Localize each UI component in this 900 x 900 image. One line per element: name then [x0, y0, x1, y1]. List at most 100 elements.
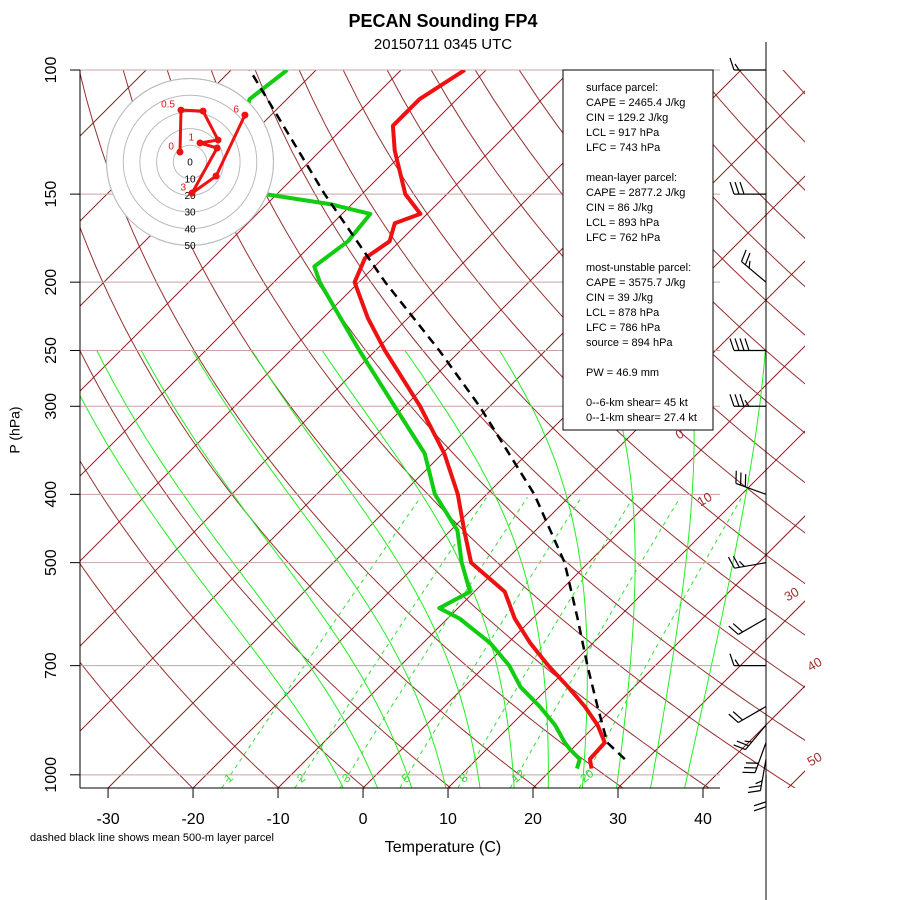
- barb-shaft: [737, 705, 767, 724]
- height-label: 1: [188, 133, 194, 144]
- height-label: 0: [168, 142, 174, 153]
- parcel-line: [248, 70, 626, 761]
- ring-label: 30: [184, 208, 196, 219]
- profile-line: [352, 70, 607, 769]
- moist-adiabat: [251, 350, 481, 788]
- barb-flag: [734, 181, 740, 195]
- ring-label: 10: [184, 174, 196, 185]
- hodograph-point: [212, 172, 220, 180]
- wind-barb: [729, 181, 766, 195]
- barb-flag: [744, 252, 751, 266]
- barb-flag: [753, 801, 767, 807]
- hodograph-point: [177, 106, 185, 114]
- moist-adiabat: [650, 350, 695, 788]
- hodograph: 0 10 20 30 40 50 0 0.5 1 3 6: [106, 78, 274, 252]
- dry-adiabat: [166, 70, 796, 788]
- y-tick-label: 300: [43, 393, 60, 420]
- x-tick-label: 10: [439, 811, 457, 828]
- dry-adiabat: [518, 70, 805, 385]
- moist-adiabat: [684, 350, 766, 788]
- wind-barb: [747, 759, 767, 794]
- info-line: LCL = 917 hPa: [586, 127, 660, 139]
- y-axis-label: P (hPa): [7, 406, 23, 453]
- dry-adiabat: [80, 225, 538, 788]
- mixing-ratio-line: [509, 497, 681, 788]
- adiabat-label: 50: [804, 749, 824, 769]
- mixing-ratio-line: [221, 497, 421, 788]
- info-line: PW = 46.9 mm: [586, 367, 659, 379]
- x-tick-label: 0: [359, 811, 368, 828]
- ring-label: 40: [184, 224, 196, 235]
- info-line: source = 894 hPa: [586, 337, 673, 349]
- info-line: CAPE = 2877.2 J/kg: [586, 187, 685, 199]
- hodograph-point: [176, 148, 184, 156]
- wind-barb: [740, 249, 767, 283]
- isotherm: [617, 600, 805, 788]
- ring-label: 20: [184, 191, 196, 202]
- mixing-ratio-label: 20: [577, 766, 596, 786]
- mixing-ratio-label: 1: [222, 770, 236, 785]
- dry-adiabat: [798, 38, 900, 804]
- info-line: LCL = 893 hPa: [586, 217, 660, 229]
- hodograph-point: [188, 189, 196, 197]
- wind-barbs: [727, 42, 767, 900]
- barb-flag: [729, 653, 735, 666]
- barb-flag: [748, 260, 751, 269]
- barb-flag: [744, 740, 752, 743]
- moist-adiabat: [404, 350, 549, 788]
- x-axis-label: Temperature (C): [385, 839, 501, 856]
- dry-adiabat: [298, 70, 805, 636]
- info-line: surface parcel:: [586, 82, 658, 94]
- wind-barb: [753, 774, 767, 812]
- hodograph-point: [199, 107, 207, 115]
- wind-barb: [729, 338, 766, 352]
- barb-flag: [733, 744, 746, 751]
- barb-flag: [728, 713, 739, 723]
- isotherm: [702, 685, 805, 788]
- mixing-ratio-line: [399, 497, 582, 788]
- x-tick-label: 30: [609, 811, 627, 828]
- info-line: most-unstable parcel:: [586, 262, 691, 274]
- moist-adiabat: [597, 350, 636, 788]
- info-box: surface parcel: CAPE = 2465.4 J/kg CIN = 1…: [562, 69, 714, 431]
- y-tick-label: 500: [43, 549, 60, 576]
- info-line: CAPE = 2465.4 J/kg: [586, 97, 685, 109]
- height-label: 6: [233, 105, 239, 116]
- hodograph-point: [196, 139, 204, 147]
- x-tick-label: 40: [694, 811, 712, 828]
- isotherm: [80, 70, 657, 647]
- barb-flag: [734, 659, 740, 666]
- adiabat-label: 30: [781, 584, 801, 604]
- dry-adiabat: [80, 562, 280, 788]
- info-line: LFC = 762 hPa: [586, 232, 661, 244]
- isotherm: [192, 175, 805, 788]
- barb-flag: [755, 780, 763, 785]
- info-line: 0--6-km shear= 45 kt: [586, 397, 688, 409]
- barb-shaft: [744, 724, 767, 750]
- isotherm: [107, 90, 805, 788]
- barb-flag: [729, 394, 735, 407]
- mixing-ratio-line: [578, 497, 743, 788]
- barb-shaft: [734, 562, 767, 569]
- barb-flag: [740, 249, 747, 262]
- hodograph-ring: [172, 144, 208, 180]
- chart-subtitle: 20150711 0345 UTC: [374, 36, 512, 53]
- y-tick-label: 1000: [43, 757, 60, 793]
- info-line: CIN = 129.2 J/kg: [586, 112, 668, 124]
- dry-adiabat: [80, 459, 366, 788]
- info-line: LCL = 878 hPa: [586, 307, 660, 319]
- adiabat-label: 40: [804, 654, 824, 674]
- hodograph-point: [241, 111, 249, 119]
- dry-adiabat: [738, 70, 805, 143]
- barb-shaft: [735, 482, 767, 495]
- info-line: CIN = 39 J/kg: [586, 292, 653, 304]
- ring-label: 50: [184, 241, 196, 252]
- wind-barb: [729, 653, 766, 667]
- y-tick-label: 400: [43, 481, 60, 508]
- barb-flag: [734, 63, 740, 71]
- barb-flag: [734, 394, 740, 407]
- y-tick-label: 700: [43, 652, 60, 679]
- barb-flag: [748, 785, 762, 789]
